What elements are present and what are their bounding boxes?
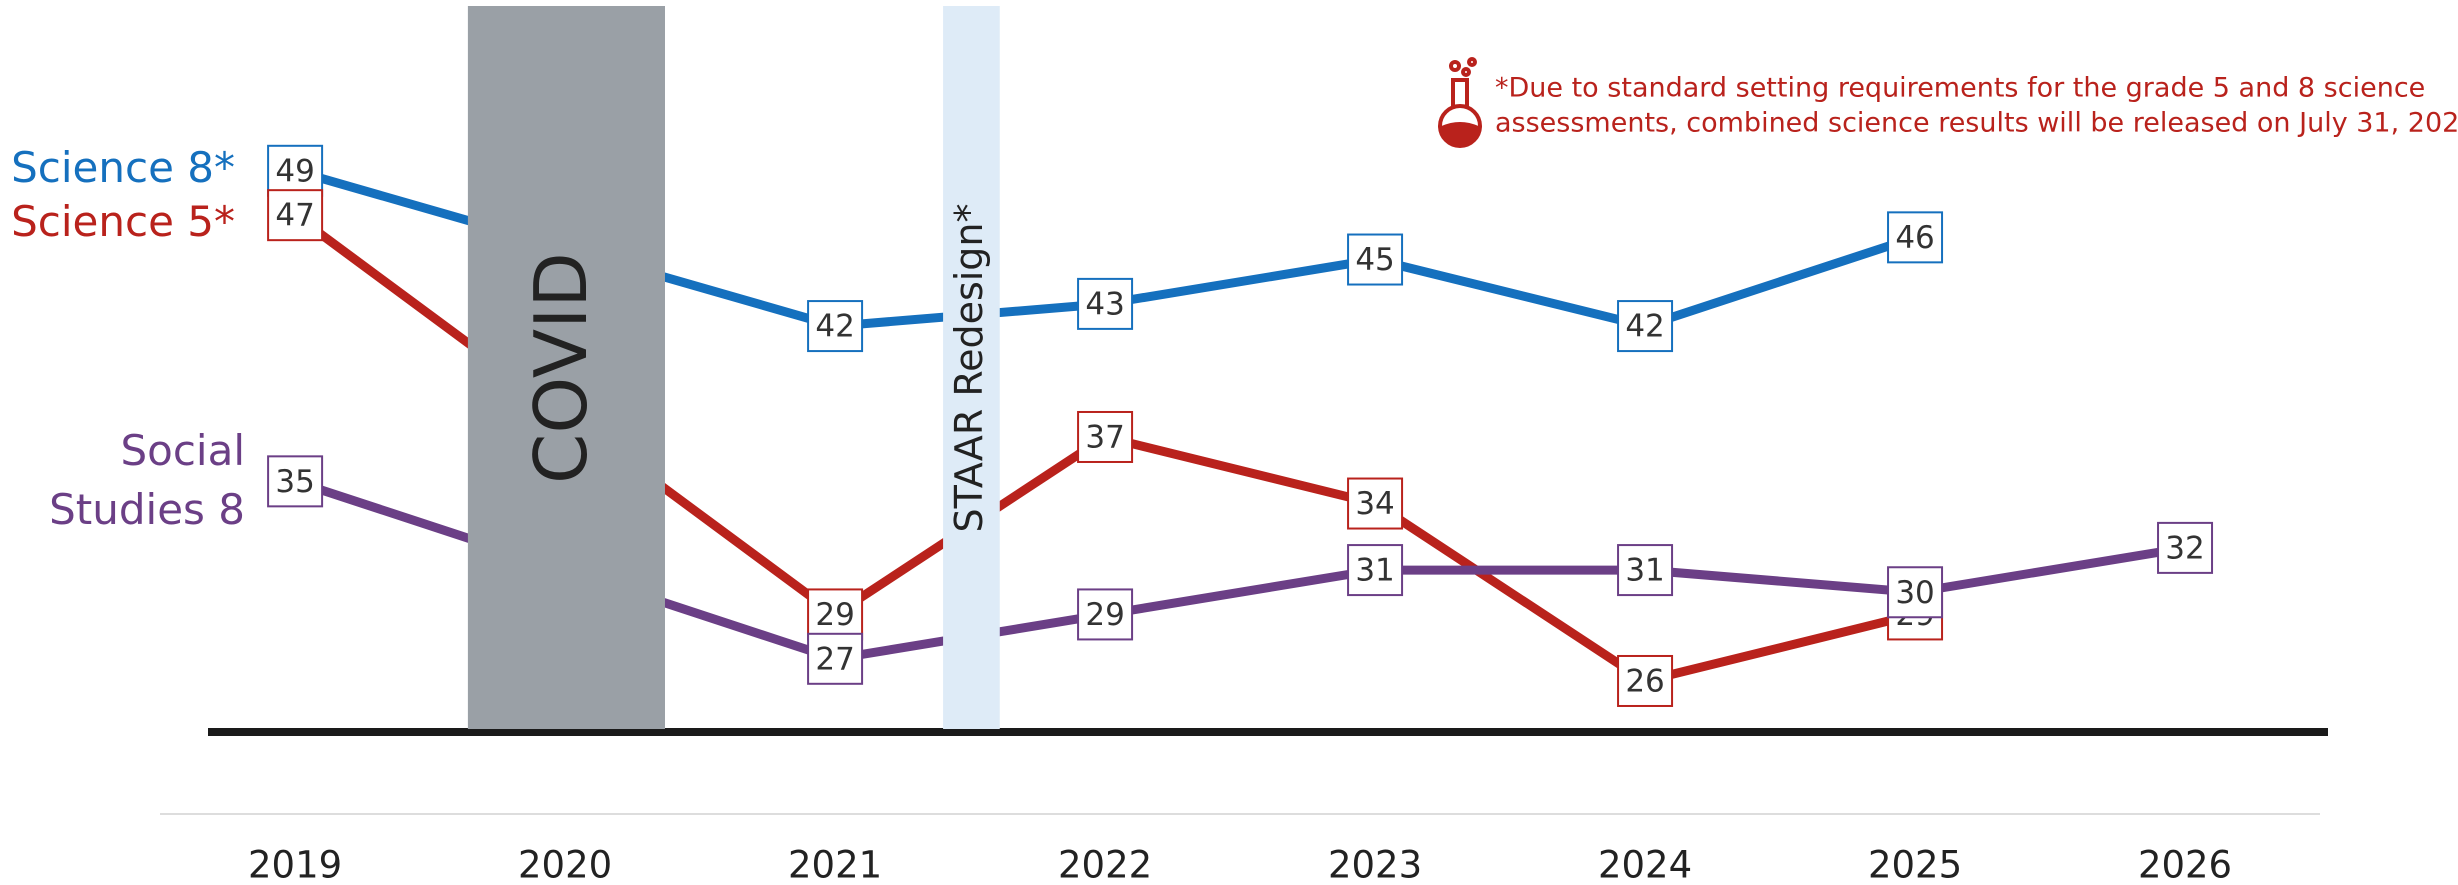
marker: 49	[267, 144, 324, 197]
marker-box	[267, 455, 324, 508]
marker: 46	[1887, 211, 1944, 264]
data-label: 26	[1625, 663, 1664, 699]
marker: 31	[1617, 544, 1674, 597]
marker: 32	[2157, 521, 2214, 574]
series-line	[293, 166, 1917, 331]
marker: 29	[807, 588, 864, 641]
marker-box	[1077, 410, 1134, 463]
marker-box	[807, 300, 864, 353]
marker-box	[1347, 544, 1404, 597]
x-tick-label: 2019	[248, 844, 342, 885]
band-label: STAAR Redesign*	[947, 203, 991, 532]
marker-box	[1347, 477, 1404, 530]
marker: 47	[267, 189, 324, 242]
marker-box	[1887, 566, 1944, 619]
marker-box	[2157, 521, 2214, 574]
band	[943, 6, 1000, 729]
marker: 35	[267, 455, 324, 508]
series-line	[292, 211, 1917, 686]
x-tick-label: 2020	[518, 844, 612, 885]
x-tick-label: 2023	[1328, 844, 1422, 885]
marker-box	[1077, 277, 1134, 330]
data-label: 32	[2165, 530, 2204, 566]
data-label: 49	[275, 153, 314, 189]
data-label: 34	[1355, 486, 1394, 522]
data-label: 31	[1355, 553, 1394, 589]
legend-label: Science 5*	[11, 197, 235, 246]
band	[467, 6, 665, 729]
annotation: assessments, combined science results wi…	[1495, 108, 2458, 139]
marker-box	[1347, 233, 1404, 286]
marker-box	[1617, 544, 1674, 597]
marker-box	[267, 189, 324, 242]
marker-box	[1617, 654, 1674, 707]
marker: 45	[1347, 233, 1404, 286]
marker: 34	[1347, 477, 1404, 530]
marker: 31	[1347, 544, 1404, 597]
data-label: 46	[1895, 220, 1934, 256]
data-label: 29	[815, 597, 854, 633]
marker: 30	[1887, 566, 1944, 619]
data-label: 42	[1625, 309, 1664, 345]
marker: 29	[1077, 588, 1134, 641]
data-label: 27	[815, 641, 854, 677]
data-label: 35	[275, 464, 314, 500]
marker: 26	[1617, 654, 1674, 707]
band-label: COVID	[519, 252, 603, 484]
marker: 43	[1077, 277, 1134, 330]
legend-label: Social Studies 8	[49, 426, 245, 534]
data-label: 47	[275, 198, 314, 234]
marker-box	[1617, 300, 1674, 353]
marker: 42	[1617, 300, 1674, 353]
data-label: 30	[1895, 575, 1934, 611]
data-label: 29	[1085, 597, 1124, 633]
annotation: *Due to standard setting requirements fo…	[1495, 73, 2425, 104]
data-label: 37	[1085, 419, 1124, 455]
x-tick-label: 2022	[1058, 844, 1152, 885]
x-tick-label: 2024	[1598, 844, 1692, 885]
data-label: 31	[1625, 553, 1664, 589]
legend-label: Science 8*	[11, 143, 235, 192]
flask-icon	[1438, 57, 1482, 148]
marker: 42	[807, 300, 864, 353]
data-label: 45	[1355, 242, 1394, 278]
data-label: 42	[815, 309, 854, 345]
marker-box	[1887, 211, 1944, 264]
marker-box	[807, 632, 864, 685]
marker: 27	[807, 632, 864, 685]
x-tick-label: 2021	[788, 844, 882, 885]
marker-box	[1077, 588, 1134, 641]
x-tick-label: 2025	[1868, 844, 1962, 885]
data-label: 43	[1085, 286, 1124, 322]
marker: 37	[1077, 410, 1134, 463]
x-tick-label: 2026	[2138, 844, 2232, 885]
